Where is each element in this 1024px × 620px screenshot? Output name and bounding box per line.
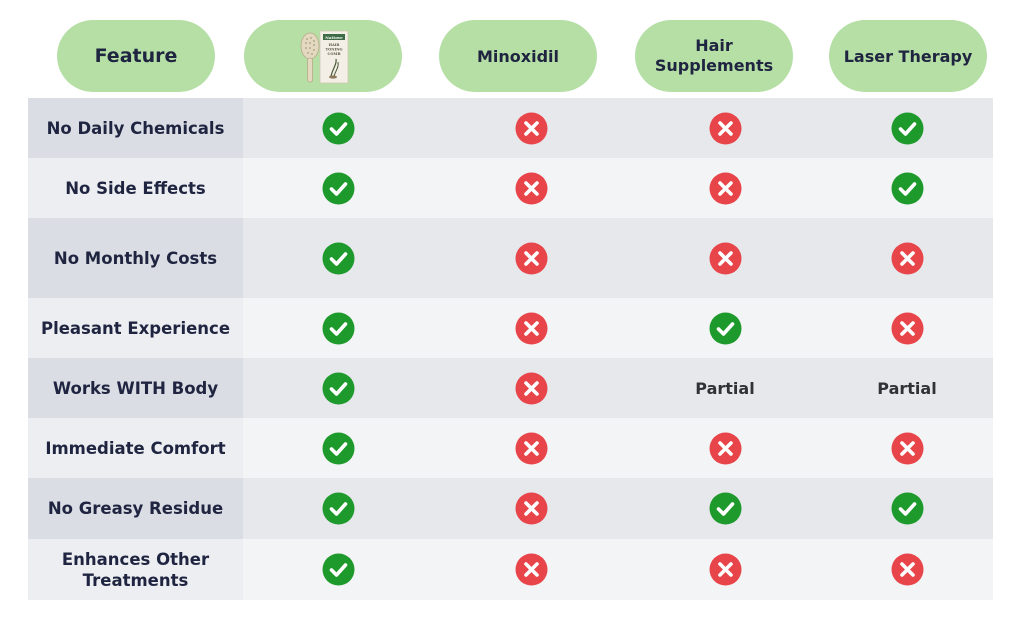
check-icon	[243, 218, 433, 298]
feature-label: No Monthly Costs	[28, 218, 243, 298]
cross-icon	[629, 98, 821, 158]
table-row: Pleasant Experience	[28, 298, 993, 358]
check-icon	[243, 418, 433, 478]
cross-icon	[433, 539, 629, 600]
cross-icon	[433, 98, 629, 158]
cross-icon	[629, 158, 821, 218]
cross-icon	[821, 539, 993, 600]
cross-icon	[821, 218, 993, 298]
laser-column-title: Laser Therapy	[843, 46, 973, 66]
feature-label: No Daily Chemicals	[28, 98, 243, 158]
header-hair-supplements: Hair Supplements	[635, 20, 793, 92]
header-product: Nattove HAIR TONING COMB	[244, 20, 402, 92]
table-row: No Monthly Costs	[28, 218, 993, 298]
cross-icon	[433, 358, 629, 418]
svg-text:COMB: COMB	[327, 52, 340, 56]
header-feature: Feature	[57, 20, 215, 92]
table-row: Enhances Other Treatments	[28, 539, 993, 600]
cross-icon	[629, 218, 821, 298]
cross-icon	[433, 298, 629, 358]
check-icon	[243, 539, 433, 600]
supplements-title-line2: Supplements	[654, 56, 774, 75]
table-row: No Side Effects	[28, 158, 993, 218]
feature-column-title: Feature	[94, 45, 178, 67]
feature-label: Works WITH Body	[28, 358, 243, 418]
cross-icon	[629, 418, 821, 478]
feature-label: Pleasant Experience	[28, 298, 243, 358]
table-row: No Greasy Residue	[28, 478, 993, 539]
check-icon	[629, 298, 821, 358]
cross-icon	[433, 418, 629, 478]
cross-icon	[433, 158, 629, 218]
cross-icon	[433, 218, 629, 298]
comb-and-box-icon: Nattove HAIR TONING COMB	[300, 30, 349, 84]
check-icon	[821, 478, 993, 539]
supplements-title-line1: Hair	[695, 36, 733, 55]
cross-icon	[629, 539, 821, 600]
cross-icon	[821, 418, 993, 478]
cross-icon	[433, 478, 629, 539]
minoxidil-column-title: Minoxidil	[476, 46, 559, 66]
feature-label: Immediate Comfort	[28, 418, 243, 478]
hair-toning-comb-product-image: Nattove HAIR TONING COMB	[293, 26, 353, 86]
check-icon	[629, 478, 821, 539]
partial-text: Partial	[877, 378, 937, 398]
comparison-table: No Daily Chemicals No Side Effects No Mont…	[28, 98, 993, 600]
svg-text:TONING: TONING	[325, 48, 342, 52]
check-icon	[243, 358, 433, 418]
svg-text:HAIR: HAIR	[329, 43, 340, 47]
check-icon	[821, 158, 993, 218]
feature-label: Enhances Other Treatments	[28, 539, 243, 600]
header-laser-therapy: Laser Therapy	[829, 20, 987, 92]
check-icon	[243, 158, 433, 218]
partial-text: Partial	[695, 378, 755, 398]
table-row: No Daily Chemicals	[28, 98, 993, 158]
check-icon	[243, 298, 433, 358]
cross-icon	[821, 298, 993, 358]
check-icon	[243, 478, 433, 539]
feature-label: No Side Effects	[28, 158, 243, 218]
feature-label: No Greasy Residue	[28, 478, 243, 539]
check-icon	[243, 98, 433, 158]
check-icon	[821, 98, 993, 158]
table-row: Immediate Comfort	[28, 418, 993, 478]
header-minoxidil: Minoxidil	[439, 20, 597, 92]
svg-text:Nattove: Nattove	[325, 35, 343, 40]
table-row: Works WITH Body Partial Partial	[28, 358, 993, 418]
